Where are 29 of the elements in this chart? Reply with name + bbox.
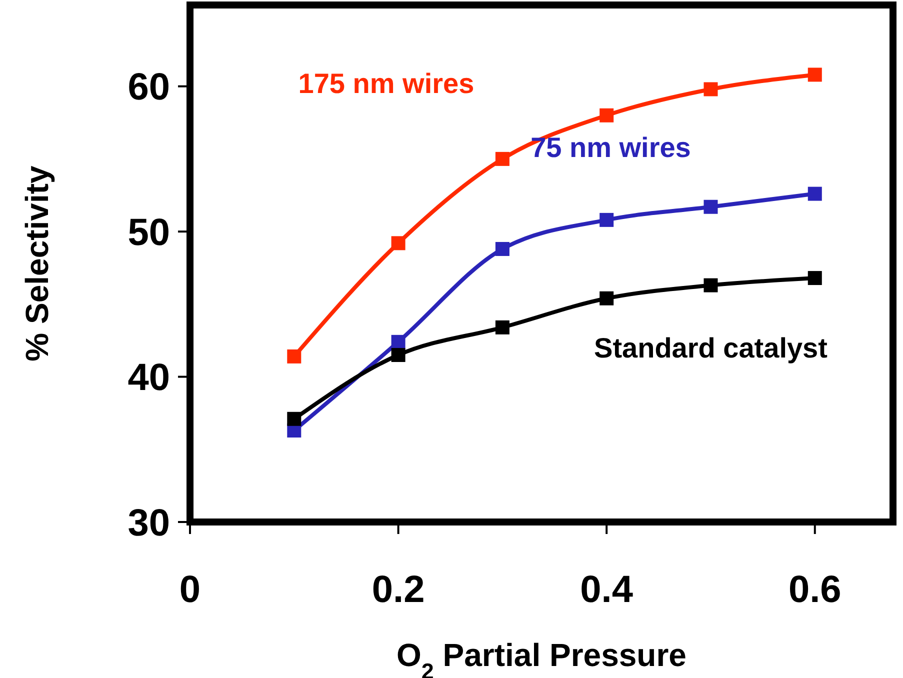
x-tick-label: 0 bbox=[179, 569, 201, 611]
point bbox=[495, 320, 510, 334]
point bbox=[704, 200, 718, 214]
y-axis-title: % Selectivity bbox=[19, 165, 55, 362]
x-tick-label: 0.2 bbox=[372, 569, 425, 611]
point bbox=[495, 152, 510, 166]
point bbox=[391, 236, 406, 250]
point bbox=[287, 412, 302, 426]
point bbox=[495, 242, 510, 256]
point bbox=[704, 82, 718, 96]
point bbox=[391, 348, 406, 362]
point bbox=[600, 212, 614, 227]
point bbox=[600, 291, 614, 306]
point bbox=[287, 349, 302, 364]
point bbox=[391, 334, 406, 349]
series-label: 75 nm wires bbox=[530, 132, 691, 163]
x-tick-label: 0.6 bbox=[788, 569, 842, 611]
series-label: Standard catalyst bbox=[594, 332, 828, 364]
point bbox=[808, 186, 822, 201]
y-tick-label: 60 bbox=[128, 66, 170, 109]
y-tick-label: 30 bbox=[128, 502, 170, 544]
y-tick-label: 40 bbox=[128, 357, 170, 400]
point bbox=[704, 278, 718, 292]
x-tick-label: 0.4 bbox=[580, 569, 634, 611]
point bbox=[808, 271, 822, 286]
point bbox=[808, 68, 822, 82]
y-tick-label: 50 bbox=[128, 212, 170, 254]
text: 175 nm wires bbox=[298, 68, 474, 100]
point bbox=[600, 108, 614, 122]
